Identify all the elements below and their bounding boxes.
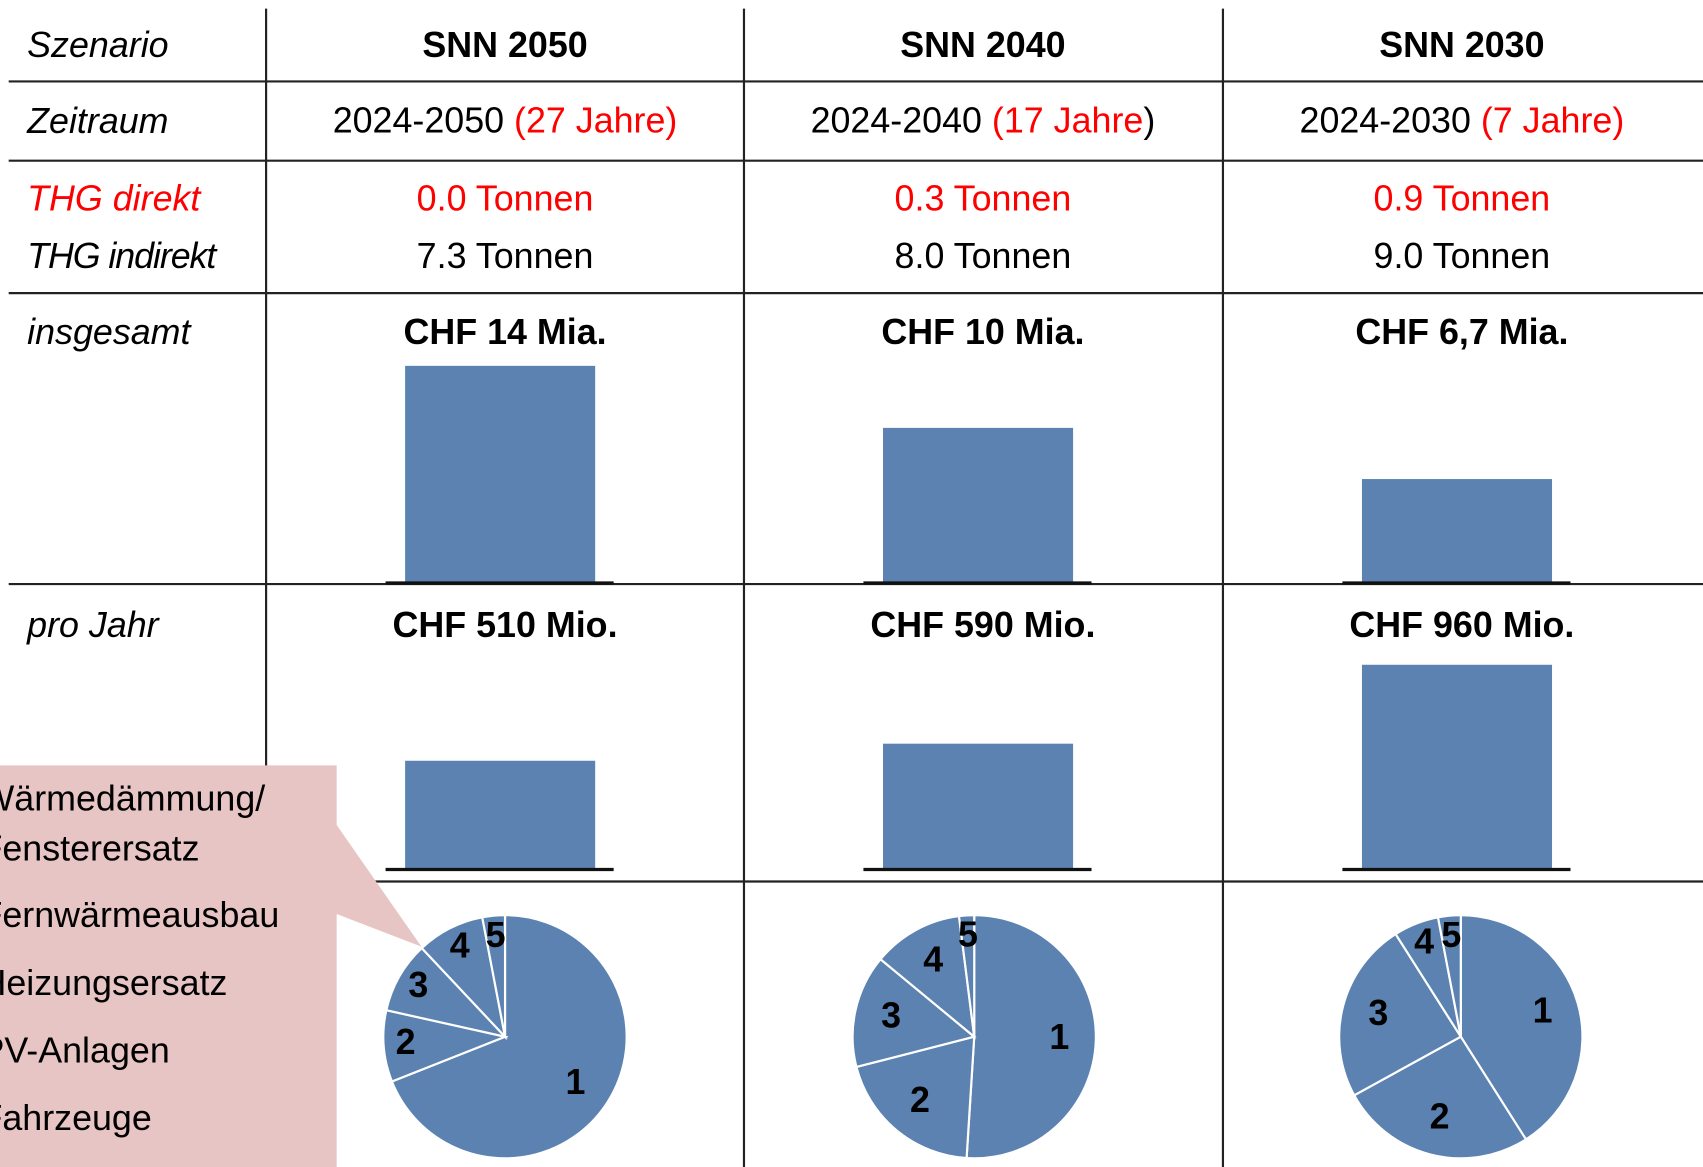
bar (882, 743, 1074, 870)
bar (882, 427, 1074, 583)
slice-label: 4 (923, 940, 943, 980)
pie-slice (1352, 1035, 1528, 1160)
period-part: ) (1143, 101, 1155, 141)
callout (0, 765, 422, 1167)
period-part: 2024-2040 (811, 101, 992, 141)
legend-item: Heizungsersatz (0, 963, 227, 1003)
grid (8, 8, 1703, 1167)
direct-emission: 0.9 Tonnen (1374, 178, 1551, 218)
period-cell: 2024-2040 (17 Jahre) (811, 101, 1156, 141)
pie-slice (1436, 914, 1462, 1037)
bar (1361, 664, 1553, 870)
slice-label: 4 (450, 925, 470, 965)
slice-label: 1 (1049, 1017, 1069, 1057)
slice-label: 3 (881, 996, 901, 1036)
legend-item: PV-Anlagen (0, 1030, 170, 1070)
slice-label: 5 (486, 915, 506, 955)
row-label: THG direkt (27, 178, 202, 218)
column-header: SNN 2030 (1379, 25, 1544, 65)
bar-label: CHF 590 Mio. (870, 605, 1095, 645)
legend-item: Fahrzeuge (0, 1098, 152, 1138)
period-part: 2024-2050 (333, 101, 514, 141)
period-cell: 2024-2030 (7 Jahre) (1300, 101, 1625, 141)
pie-slice (855, 1035, 976, 1160)
slice-label: 3 (408, 965, 428, 1005)
period-part: 2024-2030 (1300, 101, 1481, 141)
period-part: (7 Jahre) (1481, 101, 1624, 141)
pie-slice (957, 914, 976, 1037)
pie-slice (965, 914, 1097, 1160)
bar-label: CHF 6,7 Mia. (1355, 312, 1568, 352)
bar-label: CHF 10 Mia. (881, 312, 1084, 352)
period-cell: 2024-2050 (27 Jahre) (333, 101, 678, 141)
bar-label: CHF 14 Mia. (403, 312, 606, 352)
indirect-emission: 9.0 Tonnen (1374, 236, 1551, 276)
legend-item: Fernwärmeausbau (0, 895, 279, 935)
slice-label: 3 (1368, 993, 1388, 1033)
row-label: THG indirekt (27, 236, 218, 276)
pie-slice (851, 957, 977, 1069)
bar-label: CHF 960 Mio. (1349, 605, 1574, 645)
row-label: Szenario (27, 25, 168, 65)
slice-label: 1 (1533, 990, 1553, 1030)
indirect-emission: 7.3 Tonnen (417, 236, 594, 276)
bar (1361, 479, 1553, 583)
pie-slice (1338, 932, 1463, 1097)
slice-label: 5 (1441, 915, 1461, 955)
period-part: (17 Jahre (992, 101, 1143, 141)
row-label: Zeitraum (26, 101, 168, 141)
row-label: pro Jahr (26, 605, 161, 645)
bar (405, 760, 596, 870)
pie-slice (480, 914, 507, 1037)
slice-label: 4 (1414, 922, 1434, 962)
bar (405, 365, 596, 583)
column-header: SNN 2040 (900, 25, 1065, 65)
slice-label: 2 (1430, 1097, 1450, 1137)
indirect-emission: 8.0 Tonnen (895, 236, 1072, 276)
bar-label: CHF 510 Mio. (393, 605, 618, 645)
legend-item: Fensterersatz (0, 829, 200, 869)
direct-emission: 0.0 Tonnen (417, 178, 594, 218)
direct-emission: 0.3 Tonnen (895, 178, 1072, 218)
row-label: insgesamt (27, 312, 192, 352)
slice-label: 2 (396, 1022, 416, 1062)
period-part: (27 Jahre) (514, 101, 677, 141)
pie-slice (390, 914, 628, 1160)
slice-label: 1 (565, 1062, 585, 1102)
pie-slice (878, 914, 976, 1040)
legend-item: Wärmedämmung/ (0, 779, 265, 819)
slice-label: 5 (958, 915, 978, 955)
column-header: SNN 2050 (422, 25, 587, 65)
slice-label: 2 (910, 1080, 930, 1120)
